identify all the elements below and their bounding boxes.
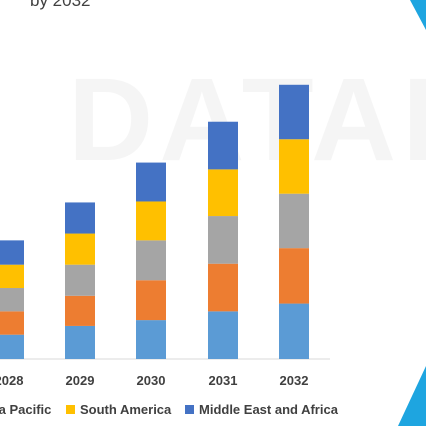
bar-segment-2029-s2 bbox=[65, 264, 95, 296]
bar-segment-2032-s4 bbox=[279, 84, 309, 140]
bar-segment-2029-s1 bbox=[65, 295, 95, 326]
legend-label: Middle East and Africa bbox=[199, 402, 338, 417]
bar-segment-2028-s4 bbox=[0, 240, 24, 265]
bar-segment-2031-s2 bbox=[208, 216, 238, 264]
bar-segment-2028-s1 bbox=[0, 311, 24, 335]
bar-segment-2032-s1 bbox=[279, 248, 309, 304]
bar-segment-2029-s0 bbox=[65, 325, 95, 359]
x-tick-label: 2032 bbox=[280, 373, 309, 388]
bar-segment-2031-s3 bbox=[208, 169, 238, 217]
legend-swatch bbox=[66, 405, 75, 414]
bar-segment-2029-s3 bbox=[65, 233, 95, 265]
legend-swatch bbox=[185, 405, 194, 414]
x-tick-label: 2031 bbox=[209, 373, 238, 388]
legend-label: South America bbox=[80, 402, 172, 417]
bar-segment-2030-s1 bbox=[136, 280, 166, 321]
x-tick-label: 2030 bbox=[137, 373, 166, 388]
bar-segment-2031-s1 bbox=[208, 263, 238, 312]
bars-group bbox=[0, 84, 309, 359]
bar-segment-2028-s2 bbox=[0, 288, 24, 312]
legend-label: ia Pacific bbox=[0, 402, 52, 417]
bar-segment-2031-s4 bbox=[208, 121, 238, 170]
chart-title-fragment: by 2032 bbox=[30, 0, 91, 10]
bar-segment-2030-s3 bbox=[136, 201, 166, 241]
bar-segment-2030-s4 bbox=[136, 162, 166, 202]
bar-segment-2028-s3 bbox=[0, 264, 24, 289]
x-tick-label: 2029 bbox=[66, 373, 95, 388]
bar-segment-2030-s2 bbox=[136, 240, 166, 281]
legend-item-middle-east-africa: Middle East and Africa bbox=[185, 402, 338, 417]
bar-segment-2029-s4 bbox=[65, 202, 95, 234]
bar-segment-2030-s0 bbox=[136, 320, 166, 359]
legend-item-asia-pacific: ia Pacific bbox=[0, 402, 51, 417]
legend-item-south-america: South America bbox=[66, 402, 171, 417]
bar-segment-2032-s0 bbox=[279, 303, 309, 359]
bar-segment-2028-s0 bbox=[0, 334, 24, 359]
accent-decoration-bottom bbox=[398, 366, 426, 426]
accent-decoration-top bbox=[410, 0, 426, 30]
bar-segment-2032-s3 bbox=[279, 139, 309, 194]
bar-segment-2031-s0 bbox=[208, 311, 238, 359]
bar-segment-2032-s2 bbox=[279, 193, 309, 249]
